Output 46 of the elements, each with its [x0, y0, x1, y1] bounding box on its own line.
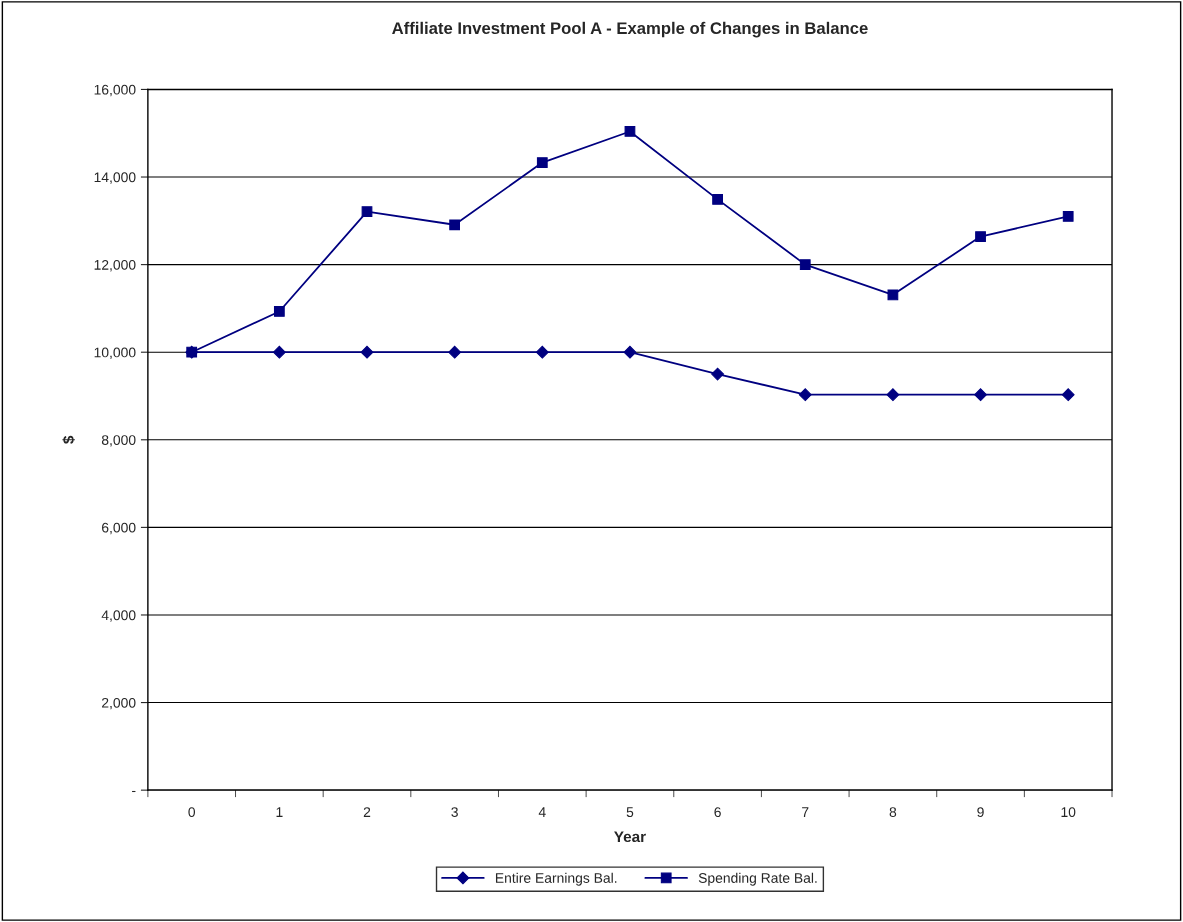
point — [448, 345, 462, 359]
y-tick-label: 2,000 — [102, 697, 136, 710]
point — [536, 157, 548, 168]
y-tick-label: - — [132, 790, 136, 793]
y-axis-title: $ — [62, 435, 75, 444]
y-tick-label: 8,000 — [101, 435, 136, 447]
point — [887, 289, 899, 301]
point — [711, 367, 725, 381]
point — [799, 259, 811, 270]
x-tick-label: 8 — [889, 807, 897, 818]
point — [272, 345, 286, 359]
point — [623, 345, 637, 359]
x-axis-title: Year — [614, 831, 646, 843]
point — [1061, 388, 1075, 402]
y-tick-label: 14,000 — [94, 172, 136, 184]
point — [974, 388, 987, 402]
x-tick-label: 1 — [276, 807, 283, 817]
point — [712, 193, 723, 205]
x-tick-label: 5 — [626, 807, 634, 818]
y-tick-label: 12,000 — [94, 259, 136, 272]
x-tick-label: 4 — [538, 807, 546, 817]
point — [186, 346, 198, 358]
legend-label: Entire Earnings Bal. — [495, 872, 617, 886]
point — [273, 306, 285, 317]
x-tick-label: 6 — [714, 807, 721, 818]
x-tick-label: 0 — [188, 807, 196, 818]
point — [798, 388, 812, 402]
point — [975, 231, 986, 242]
point — [360, 345, 374, 359]
point — [886, 388, 900, 402]
y-tick-label: 10,000 — [94, 347, 136, 360]
point — [624, 126, 636, 137]
y-tick-label: 16,000 — [94, 84, 136, 97]
x-tick-label: 9 — [977, 807, 984, 818]
x-tick-label: 7 — [802, 807, 809, 817]
x-tick-label: 3 — [451, 807, 458, 818]
y-tick-label: 6,000 — [102, 522, 136, 535]
point — [361, 206, 373, 217]
point — [535, 345, 549, 359]
point — [449, 219, 461, 231]
chart-title: Affiliate Investment Pool A - Example of Changes in Balance — [392, 21, 868, 38]
point — [1062, 211, 1074, 222]
y-tick-label: 4,000 — [101, 610, 136, 622]
x-tick-label: 10 — [1061, 807, 1076, 818]
x-tick-label: 2 — [363, 807, 371, 817]
legend-label: Spending Rate Bal. — [698, 872, 817, 886]
